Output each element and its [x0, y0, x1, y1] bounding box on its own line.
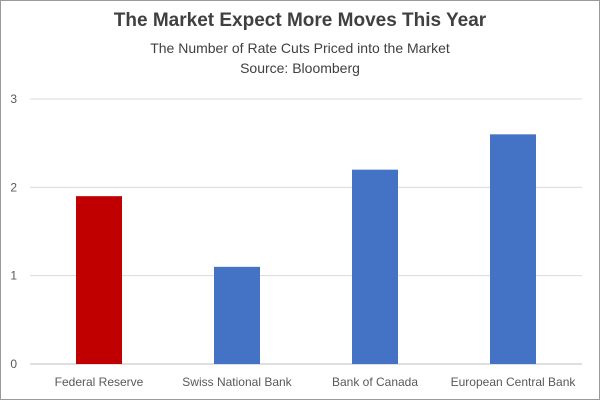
bar: [214, 266, 260, 364]
chart-subtitle: The Number of Rate Cuts Priced into the …: [150, 40, 450, 56]
y-tick-label: 2: [10, 180, 17, 194]
x-tick-label: Bank of Canada: [332, 375, 418, 389]
bar: [490, 134, 536, 364]
x-tick-label: European Central Bank: [451, 375, 577, 389]
y-tick-label: 0: [10, 357, 17, 371]
x-tick-label: Swiss National Bank: [182, 375, 292, 389]
y-tick-label: 1: [10, 269, 17, 283]
chart-title: The Market Expect More Moves This Year: [113, 10, 487, 31]
chart-source: Source: Bloomberg: [240, 60, 360, 76]
y-tick-label: 3: [10, 92, 17, 106]
x-tick-label: Federal Reserve: [55, 375, 144, 389]
bar: [76, 196, 122, 364]
bar: [352, 169, 398, 364]
